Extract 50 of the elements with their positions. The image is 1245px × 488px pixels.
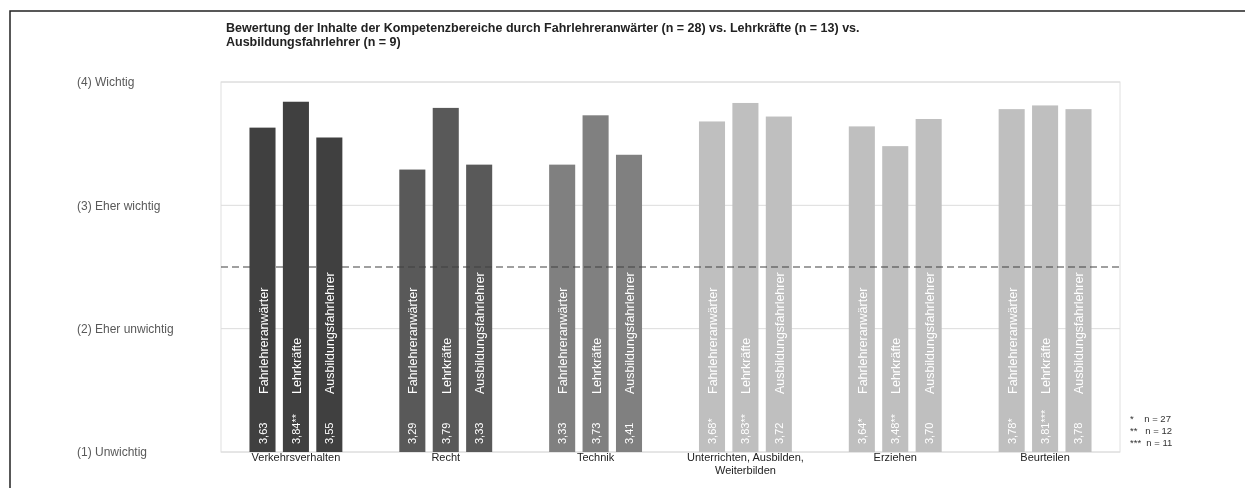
x-tick-label: Technik [576, 451, 615, 463]
text: Lehrkräfte [1039, 337, 1054, 394]
data-label: 3,33 [473, 422, 486, 444]
x-tick-label: Verkehrsverhalten [251, 451, 341, 463]
text: Ausbildungsfahrlehrer [772, 272, 787, 394]
series-label: Lehrkräfte [289, 337, 304, 394]
text: Lehrkräfte [889, 337, 904, 394]
text: Lehrkräfte [589, 337, 604, 394]
data-label: 3,41 [623, 422, 635, 444]
data-label: 3,68* [706, 417, 718, 444]
x-tick-label: Unterrichten, Ausbilden, Weiterbilden [687, 451, 804, 476]
data-label: 3,55 [323, 422, 336, 444]
series-label: Fahrlehreranwärter [256, 287, 271, 394]
data-label: 3,48** [889, 413, 902, 444]
text: Ausbildungsfahrlehrer [922, 272, 937, 394]
x-tick-label: Recht [431, 451, 461, 463]
text: Fahrlehreranwärter [706, 287, 720, 394]
data-label: 3,83** [739, 413, 752, 444]
text: Ausbildungsfahrlehrer [623, 272, 637, 394]
text: Fahrlehreranwärter [406, 287, 421, 394]
chart-title: Bewertung der Inhalte der Kompetenzbereiche durch Fahrlehreranwärter (n = 28) vs. Lehrkräfte (n = 13) vs. Ausbildungsfahrlehrer (n = 9) [226, 21, 860, 50]
data-label: 3,63 [256, 422, 269, 444]
y-tick-label: (4) Wichtig [77, 75, 135, 90]
text: Ausbildungsfahrlehrer [323, 272, 338, 394]
data-label: 3,78 [1072, 422, 1085, 444]
series-label: Ausbildungsfahrlehrer [473, 272, 488, 394]
text: Ausbildungsfahrlehrer [1072, 272, 1087, 394]
x-tick-label: Erziehen [873, 451, 917, 463]
data-label: 3,29 [406, 422, 419, 444]
data-label: 3,78* [1005, 417, 1018, 444]
data-label: 3,79 [439, 422, 452, 444]
data-label: 3,72 [772, 422, 785, 444]
text: Fahrlehreranwärter [556, 287, 571, 394]
text: Lehrkräfte [739, 337, 754, 394]
y-tick-label: (1) Unwichtig [77, 445, 148, 460]
y-tick-label: (2) Eher unwichtig [77, 322, 174, 337]
x-tick-label: Beurteilen [1020, 451, 1070, 463]
data-label: 3,73 [589, 422, 602, 444]
y-tick-label: (3) Eher wichtig [77, 198, 161, 213]
text: *** n = 11 [1130, 437, 1173, 448]
text: Lehrkräfte [439, 337, 454, 394]
text: * n = 27 [1130, 413, 1171, 424]
text: ** n = 12 [1130, 425, 1172, 436]
data-label: 3,84** [289, 413, 302, 444]
data-label: 3,81*** [1039, 409, 1052, 444]
data-label: 3,64* [855, 417, 868, 444]
text: Fahrlehreranwärter [855, 287, 870, 394]
data-label: 3,70 [922, 422, 935, 444]
text: Fahrlehreranwärter [1005, 287, 1020, 394]
data-label: 3,33 [556, 422, 569, 444]
